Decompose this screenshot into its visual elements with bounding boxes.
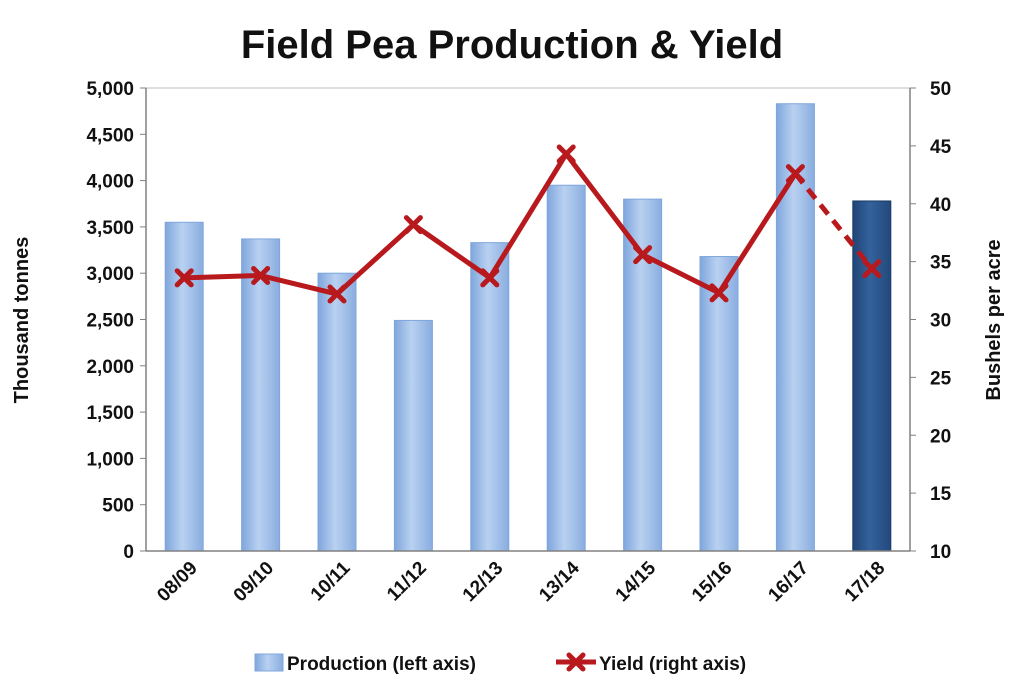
y2-tick-label: 30: [930, 311, 951, 332]
y-tick-label: 3,500: [86, 218, 134, 239]
y-tick-label: 500: [102, 496, 134, 517]
y2-axis-title: Bushels per acre: [983, 239, 1005, 400]
y2-tick-label: 35: [930, 253, 952, 274]
y-tick-label: 5,000: [86, 79, 134, 100]
x-tick-label: 14/15: [612, 557, 661, 606]
y2-tick-label: 50: [930, 79, 951, 100]
y-tick-label: 1,500: [86, 403, 134, 424]
bar-production-10-11: [317, 272, 357, 552]
y-tick-label: 2,000: [86, 357, 134, 378]
yield-point-10-11: [327, 284, 347, 304]
x-tick-label: 09/10: [230, 558, 278, 606]
yield-point-11-12: [403, 215, 423, 235]
legend-swatch-production: [254, 653, 284, 672]
y2-tick-label: 45: [930, 137, 952, 158]
legend: Production (left axis) Yield (right axis…: [254, 652, 746, 675]
yield-line: [174, 144, 882, 304]
yield-point-16-17: [785, 164, 805, 184]
bar-production-08-09: [164, 221, 204, 552]
y-tick-label: 0: [123, 542, 134, 563]
y2-tick-label: 10: [930, 542, 951, 563]
yield-line-forecast-segment: [793, 172, 874, 271]
bar-production-13-14: [546, 184, 586, 552]
y2-tick-label: 25: [930, 368, 952, 389]
bar-production-17-18: [852, 200, 892, 552]
y-tick-label: 1,000: [86, 449, 134, 470]
bar-production-15-16: [699, 256, 739, 552]
yield-point-13-14: [556, 144, 576, 164]
bar-production-11-12: [393, 319, 433, 552]
x-tick-label: 08/09: [153, 558, 201, 606]
legend-swatch-yield-marker: [566, 652, 586, 672]
y-tick-label: 3,000: [86, 264, 134, 285]
axes: 0 500 1,000 1,500 2,000 2,500 3,000 3,500 4,000 4…: [86, 79, 951, 606]
legend-label-production: Production (left axis): [287, 654, 476, 675]
y-tick-label: 4,000: [86, 172, 134, 193]
x-tick-label: 15/16: [688, 558, 736, 606]
y-tick-label: 2,500: [86, 311, 134, 332]
y2-tick-label: 20: [930, 426, 951, 447]
yield-point-14-15: [633, 245, 653, 265]
x-tick-label: 11/12: [383, 558, 431, 606]
x-tick-label: 13/14: [535, 557, 584, 606]
y-axis-title: Thousand tonnes: [11, 237, 33, 404]
yield-point-08-09: [174, 268, 194, 288]
x-tick-label: 12/13: [459, 558, 507, 606]
yield-point-15-16: [709, 283, 729, 303]
y2-tick-label: 15: [930, 484, 952, 505]
legend-label-yield: Yield (right axis): [599, 654, 746, 675]
bar-production-09-10: [241, 238, 281, 552]
bar-production-12-13: [470, 242, 510, 552]
yield-point-12-13: [480, 268, 500, 288]
y-tick-label: 4,500: [86, 125, 134, 146]
yield-point-17-18: [862, 259, 882, 279]
production-bars: [164, 103, 892, 552]
x-tick-label: 16/17: [764, 558, 812, 606]
x-tick-label: 17/18: [841, 558, 889, 606]
chart-title: Field Pea Production & Yield: [241, 23, 783, 67]
y2-tick-label: 40: [930, 195, 951, 216]
yield-point-09-10: [251, 266, 271, 286]
x-tick-label: 10/11: [307, 557, 355, 605]
